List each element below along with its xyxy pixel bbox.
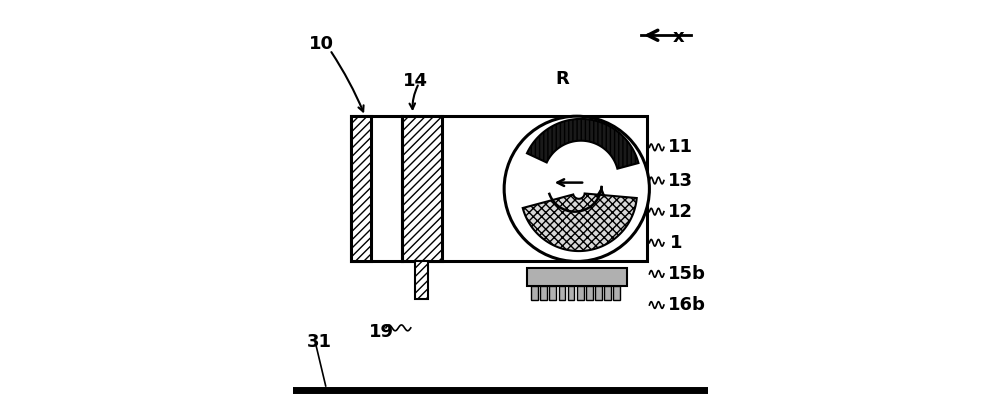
Bar xyxy=(559,286,565,300)
Text: x: x xyxy=(672,28,684,46)
Bar xyxy=(415,261,428,299)
Bar xyxy=(527,268,627,286)
Text: 19: 19 xyxy=(369,323,394,341)
Bar xyxy=(402,116,442,261)
Text: 10: 10 xyxy=(309,34,334,53)
Polygon shape xyxy=(527,119,638,168)
Bar xyxy=(595,286,602,300)
Text: 11: 11 xyxy=(668,138,693,156)
Text: R: R xyxy=(555,70,569,88)
Bar xyxy=(351,116,647,261)
Bar xyxy=(577,286,584,300)
Circle shape xyxy=(504,116,649,261)
Text: 16b: 16b xyxy=(668,296,706,314)
Text: 12: 12 xyxy=(668,203,693,221)
Bar xyxy=(568,286,574,300)
Text: 15b: 15b xyxy=(668,265,706,283)
Text: 14: 14 xyxy=(402,72,427,90)
Text: 13: 13 xyxy=(668,171,693,190)
Text: 1: 1 xyxy=(670,234,683,252)
Bar xyxy=(613,286,620,300)
Bar xyxy=(549,286,556,300)
Bar xyxy=(604,286,611,300)
Bar xyxy=(531,286,538,300)
Polygon shape xyxy=(523,193,637,251)
Bar xyxy=(540,286,547,300)
Bar xyxy=(351,116,371,261)
Bar xyxy=(586,286,593,300)
Text: 31: 31 xyxy=(307,333,332,352)
